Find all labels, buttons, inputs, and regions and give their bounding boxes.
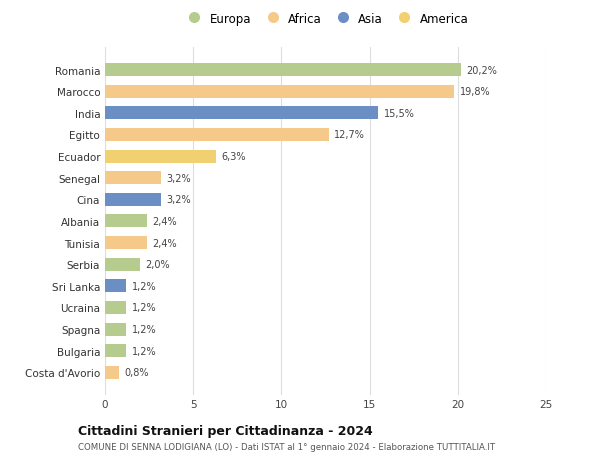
Text: 0,8%: 0,8% bbox=[124, 368, 149, 377]
Bar bbox=[105, 64, 461, 77]
Bar bbox=[105, 323, 126, 336]
Text: 20,2%: 20,2% bbox=[467, 66, 497, 75]
Text: 3,2%: 3,2% bbox=[167, 195, 191, 205]
Text: 2,0%: 2,0% bbox=[146, 260, 170, 269]
Bar bbox=[105, 172, 161, 185]
Text: COMUNE DI SENNA LODIGIANA (LO) - Dati ISTAT al 1° gennaio 2024 - Elaborazione TU: COMUNE DI SENNA LODIGIANA (LO) - Dati IS… bbox=[78, 442, 495, 451]
Bar bbox=[105, 280, 126, 293]
Text: 1,2%: 1,2% bbox=[131, 325, 156, 334]
Bar bbox=[105, 107, 379, 120]
Text: 6,3%: 6,3% bbox=[221, 152, 246, 162]
Bar bbox=[105, 150, 216, 163]
Bar bbox=[105, 236, 148, 250]
Bar bbox=[105, 215, 148, 228]
Text: 3,2%: 3,2% bbox=[167, 174, 191, 183]
Legend: Europa, Africa, Asia, America: Europa, Africa, Asia, America bbox=[182, 12, 469, 25]
Text: 19,8%: 19,8% bbox=[460, 87, 490, 97]
Bar bbox=[105, 366, 119, 379]
Text: 1,2%: 1,2% bbox=[131, 281, 156, 291]
Bar bbox=[105, 193, 161, 207]
Bar bbox=[105, 129, 329, 142]
Text: 2,4%: 2,4% bbox=[152, 238, 177, 248]
Text: 1,2%: 1,2% bbox=[131, 346, 156, 356]
Text: 12,7%: 12,7% bbox=[334, 130, 365, 140]
Bar bbox=[105, 301, 126, 314]
Text: 15,5%: 15,5% bbox=[384, 109, 415, 118]
Bar bbox=[105, 258, 140, 271]
Text: 1,2%: 1,2% bbox=[131, 303, 156, 313]
Bar bbox=[105, 85, 454, 99]
Text: 2,4%: 2,4% bbox=[152, 217, 177, 226]
Bar bbox=[105, 344, 126, 358]
Text: Cittadini Stranieri per Cittadinanza - 2024: Cittadini Stranieri per Cittadinanza - 2… bbox=[78, 425, 373, 437]
